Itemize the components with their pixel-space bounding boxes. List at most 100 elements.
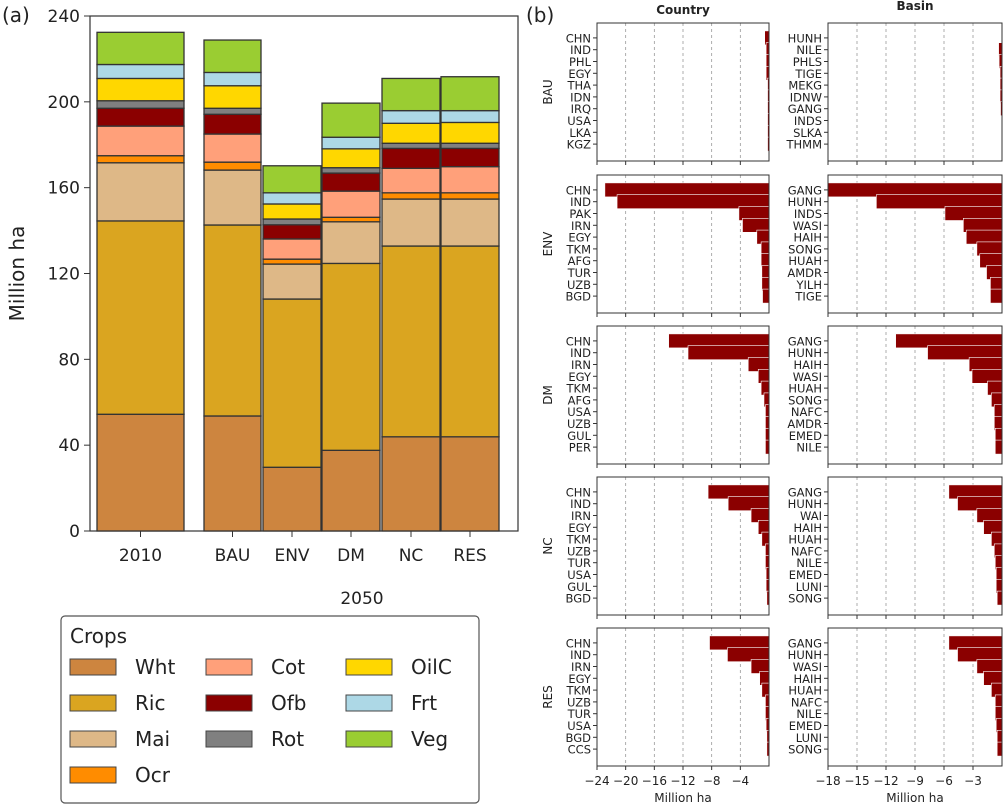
bar-label: CCS — [568, 743, 591, 757]
bar-label: TIGE — [794, 67, 822, 81]
x-tick-label: −8 — [703, 774, 721, 788]
bar-label: PAK — [569, 207, 591, 221]
bar-label: WASI — [793, 660, 822, 674]
bar-segment-wht — [262, 466, 322, 532]
bar-label: UZB — [567, 544, 591, 558]
bar-segment-frt — [440, 109, 500, 124]
bar-segment-veg — [262, 165, 322, 194]
x-tick-label: DM — [337, 546, 365, 566]
bar-label: IRN — [571, 219, 591, 233]
column-title-country: Country — [656, 3, 710, 17]
bar-segment-ofb — [440, 147, 500, 168]
bar-label: EGY — [568, 521, 592, 535]
x-tick-label: −12 — [873, 774, 898, 788]
bar-label: AMDR — [787, 266, 822, 280]
bar-segment-veg — [440, 76, 500, 112]
bar-segment-ric — [321, 262, 381, 451]
bar-label: PHL — [569, 55, 592, 69]
bar-segment-ric — [262, 298, 322, 468]
x-tick-label: −18 — [815, 774, 840, 788]
bar-segment-ocr — [321, 216, 381, 223]
row-label-env: ENV — [541, 231, 555, 257]
bar-label: BGD — [566, 290, 592, 304]
row-label-res: RES — [541, 685, 555, 709]
bar-segment-ocr — [262, 258, 322, 265]
legend-swatch-ofb — [205, 694, 253, 712]
y-tick-label: 160 — [48, 179, 80, 199]
bar-label: IDN — [570, 90, 591, 104]
bar-segment-cot — [321, 190, 381, 218]
legend-swatch-ric — [69, 694, 117, 712]
bar-segment-ocr — [440, 192, 500, 200]
bar-label: GANG — [788, 102, 822, 116]
bar-label: IND — [570, 195, 591, 209]
bar-label: EMED — [789, 719, 822, 733]
x-tick-label: −3 — [964, 774, 982, 788]
x-axis-label: 2050 — [340, 589, 383, 609]
bar-label: GANG — [788, 334, 822, 348]
bar-label: NILE — [796, 556, 822, 570]
bar-segment-wht — [203, 415, 262, 532]
bar-segment-ofb — [262, 224, 322, 240]
y-tick-label: 80 — [58, 350, 80, 370]
legend-swatch-veg — [345, 730, 393, 748]
bar — [996, 741, 1003, 757]
bar-segment-rot — [96, 100, 185, 109]
bar-label: UZB — [567, 695, 591, 709]
bar-label: NILE — [796, 441, 822, 455]
bar-label: PER — [569, 441, 591, 455]
bar-segment-mai — [96, 162, 185, 222]
bar-segment-oilc — [381, 122, 441, 144]
bar-label: YILH — [796, 278, 822, 292]
panel-a-label: (a) — [2, 3, 30, 27]
bar-segment-frt — [262, 192, 322, 205]
bar-label: GUL — [567, 429, 591, 443]
bar-label: HUNH — [788, 346, 822, 360]
y-axis-label: Million ha — [5, 226, 29, 322]
legend-swatch-mai — [69, 730, 117, 748]
bar-label: EGY — [568, 672, 592, 686]
bar-label: IND — [570, 497, 591, 511]
legend-label-frt: Frt — [411, 691, 437, 715]
y-tick-label: 200 — [48, 93, 80, 113]
legend-label-oilc: OilC — [411, 655, 452, 679]
bar-label: HUNH — [788, 31, 822, 45]
bar-label: KGZ — [567, 138, 591, 152]
bar-segment-veg — [96, 31, 185, 66]
bar-label: NILE — [796, 43, 822, 57]
bar-segment-rot — [321, 167, 381, 174]
bar-label: HUNH — [788, 195, 822, 209]
bar-label: GANG — [788, 183, 822, 197]
bar-label: IRN — [571, 358, 591, 372]
bar-label: IRN — [571, 509, 591, 523]
legend-label-mai: Mai — [135, 727, 170, 751]
bar-segment-frt — [203, 71, 262, 87]
bar-label: HUAH — [788, 382, 822, 396]
bar-label: LUNI — [796, 580, 822, 594]
x-axis-label: Million ha — [654, 791, 711, 805]
bar-segment-veg — [203, 39, 262, 74]
y-tick-label: 40 — [58, 436, 80, 456]
x-tick-label: −4 — [731, 774, 749, 788]
bar-label: NAFC — [791, 695, 822, 709]
bar-label: SONG — [788, 743, 822, 757]
bar-label: TKM — [566, 382, 592, 396]
crops-legend: Crops Wht Ric Mai Ocr Cot Ofb Rot OilC Frt Veg — [60, 615, 480, 804]
bar-segment-oilc — [321, 148, 381, 169]
x-tick-label: −24 — [584, 774, 609, 788]
bar-label: TKM — [566, 684, 592, 698]
bar — [996, 590, 1003, 606]
bar-label: EMED — [789, 568, 822, 582]
bar — [990, 288, 1003, 304]
bar-label: BGD — [566, 731, 592, 745]
bar-segment-ofb — [203, 113, 262, 135]
bar-segment-mai — [321, 221, 381, 265]
bar-label: HAIH — [793, 672, 822, 686]
bar-label: HUAH — [788, 533, 822, 547]
bar-segment-rot — [203, 107, 262, 115]
bar-segment-veg — [381, 77, 441, 112]
